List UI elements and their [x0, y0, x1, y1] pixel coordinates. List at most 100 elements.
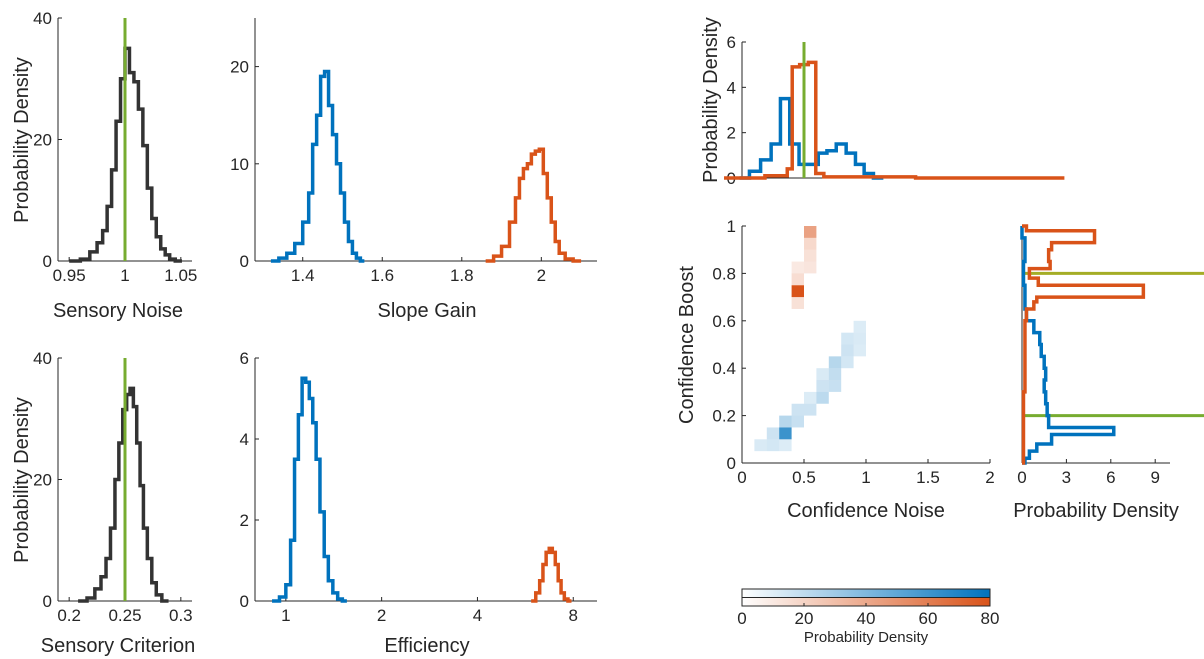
heatmap-cell-blue [804, 403, 817, 416]
colorbar-tick-label: 0 [737, 609, 746, 628]
joint-y-tick-label: 1 [727, 217, 736, 236]
noise-xlabel: Sensory Noise [53, 300, 183, 322]
heatmap-cell-blue [804, 391, 817, 404]
top-marginal-histogram-orange [724, 60, 1065, 180]
heatmap-cell-blue [828, 380, 842, 392]
heatmap-cell-blue [853, 332, 866, 345]
colorbar-tick-label: 60 [919, 609, 938, 628]
heatmap-cell-blue [841, 344, 854, 357]
joint-x-tick-label: 0 [737, 468, 746, 487]
colorbar-orange-row [742, 597, 990, 606]
heatmap-cell-blue [791, 403, 804, 416]
joint-y-tick-label: 0.8 [712, 264, 736, 283]
colorbar-label: Probability Density [804, 629, 929, 646]
criterion-y-tick-label: 40 [33, 349, 52, 368]
heatmap-cell-blue [791, 415, 804, 428]
slope-x-tick-label: 2 [537, 266, 546, 285]
criterion-x-tick-label: 0.25 [108, 606, 141, 625]
joint-y-tick-label: 0.2 [712, 407, 736, 426]
right-marginal-xlabel: Probability Density [1013, 500, 1179, 522]
right-marginal-x-tick-label: 0 [1017, 468, 1026, 487]
heatmap-cell-blue [779, 415, 792, 428]
slope-y-tick-label: 20 [230, 58, 249, 77]
slope-x-tick-label: 1.6 [370, 266, 394, 285]
slope-xlabel: Slope Gain [378, 300, 477, 322]
heatmap-cell-orange [804, 226, 817, 238]
top-marginal-histogram-blue [739, 96, 884, 180]
noise-x-tick-label: 1 [120, 266, 129, 285]
heatmap-cell-blue [841, 356, 854, 369]
top-marginal-y-tick-label: 4 [727, 78, 736, 97]
slope-x-tick-label: 1.8 [450, 266, 474, 285]
joint-y-tick-label: 0 [727, 454, 736, 473]
joint-y-tick-label: 0.6 [712, 312, 736, 331]
heatmap-cell-orange [791, 297, 804, 309]
efficiency-y-tick-label: 0 [240, 592, 249, 611]
slope-histogram-orange [485, 147, 582, 263]
heatmap-cell-orange [791, 261, 804, 274]
criterion-x-tick-label: 0.2 [57, 606, 81, 625]
top-marginal-y-tick-label: 6 [727, 33, 736, 52]
heatmap-cell-blue [766, 427, 780, 440]
heatmap-cell-blue [816, 391, 829, 404]
slope-x-tick-label: 1.4 [291, 266, 315, 285]
top-marginal-ylabel: Probability Density [700, 17, 722, 183]
efficiency-y-tick-label: 4 [240, 430, 249, 449]
noise-y-tick-label: 20 [33, 131, 52, 150]
efficiency-y-tick-label: 2 [240, 511, 249, 530]
heatmap-cell-orange [791, 285, 804, 298]
efficiency-histogram-orange [531, 546, 572, 603]
heatmap-cell-blue [779, 427, 792, 440]
right-marginal-x-tick-label: 6 [1106, 468, 1115, 487]
heatmap-cell-blue [754, 439, 767, 452]
criterion-x-tick-label: 0.3 [169, 606, 193, 625]
heatmap-cell-blue [816, 368, 829, 381]
heatmap-cell-orange [804, 261, 817, 274]
efficiency-x-tick-label: 4 [473, 606, 482, 625]
heatmap-cell-blue [766, 439, 780, 452]
heatmap-cell-blue [828, 356, 842, 369]
heatmap-cell-blue [779, 439, 792, 452]
slope-histogram-blue [270, 69, 365, 263]
heatmap-cell-orange [804, 237, 817, 250]
criterion-y-tick-label: 20 [33, 471, 52, 490]
heatmap-cell-orange [791, 273, 804, 286]
right-marginal-histogram-blue [1020, 226, 1116, 465]
efficiency-y-tick-label: 6 [240, 349, 249, 368]
heatmap-cell-blue [853, 320, 866, 333]
joint-xlabel: Confidence Noise [787, 500, 945, 522]
colorbar-blue-row [742, 589, 990, 598]
efficiency-x-tick-label: 1 [281, 606, 290, 625]
top-marginal-y-tick-label: 2 [727, 124, 736, 143]
slope-y-tick-label: 10 [230, 155, 249, 174]
heatmap-cell-blue [853, 344, 866, 357]
efficiency-x-tick-label: 8 [569, 606, 578, 625]
noise-y-tick-label: 40 [33, 9, 52, 28]
colorbar-tick-label: 40 [857, 609, 876, 628]
joint-x-tick-label: 2 [985, 468, 994, 487]
noise-histogram [69, 46, 182, 263]
heatmap-cell-blue [816, 380, 829, 392]
criterion-xlabel: Sensory Criterion [41, 635, 196, 657]
right-marginal-x-tick-label: 9 [1150, 468, 1159, 487]
efficiency-xlabel: Efficiency [384, 635, 469, 657]
slope-y-tick-label: 0 [240, 252, 249, 271]
joint-y-tick-label: 0.4 [712, 359, 736, 378]
joint-x-tick-label: 1.5 [916, 468, 940, 487]
joint-x-tick-label: 1 [861, 468, 870, 487]
heatmap-cell-orange [804, 249, 817, 262]
noise-x-tick-label: 0.95 [53, 266, 86, 285]
joint-ylabel: Confidence Boost [676, 266, 698, 424]
noise-x-tick-label: 1.05 [164, 266, 197, 285]
noise-ylabel: Probability Density [11, 57, 33, 223]
heatmap-cell-blue [828, 368, 842, 381]
joint-x-tick-label: 0.5 [792, 468, 816, 487]
colorbar-tick-label: 80 [981, 609, 1000, 628]
noise-y-tick-label: 0 [43, 252, 52, 271]
right-marginal-x-tick-label: 3 [1062, 468, 1071, 487]
criterion-ylabel: Probability Density [11, 397, 33, 563]
efficiency-x-tick-label: 2 [377, 606, 386, 625]
efficiency-histogram-blue [272, 376, 347, 603]
